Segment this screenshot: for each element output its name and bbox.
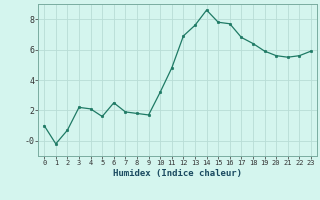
X-axis label: Humidex (Indice chaleur): Humidex (Indice chaleur)	[113, 169, 242, 178]
